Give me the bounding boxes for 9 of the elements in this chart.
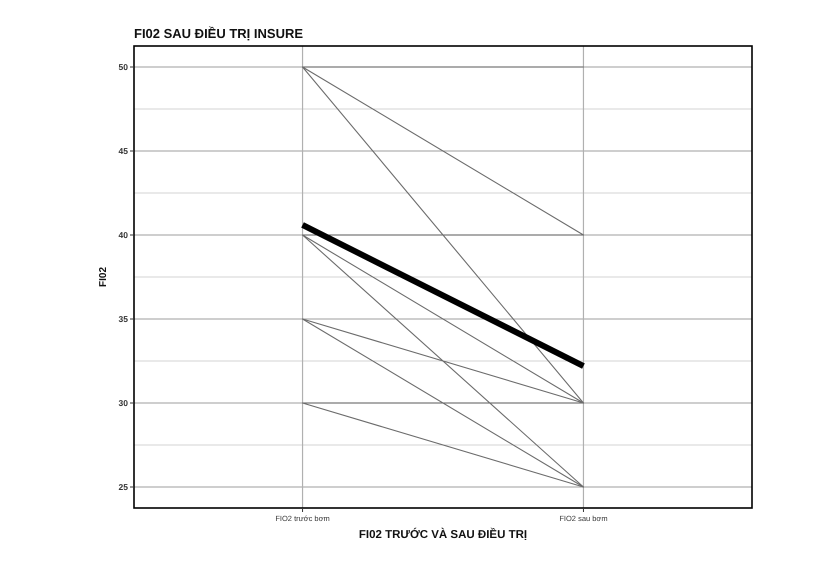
y-tick-label: 35 bbox=[118, 314, 128, 324]
y-tick-label: 50 bbox=[118, 62, 128, 72]
chart-title: FI02 SAU ĐIỀU TRỊ INSURE bbox=[134, 26, 304, 41]
y-tick-label: 40 bbox=[118, 230, 128, 240]
y-tick-label: 45 bbox=[118, 146, 128, 156]
y-tick-label: 25 bbox=[118, 482, 128, 492]
x-axis-title: FI02 TRƯỚC VÀ SAU ĐIỀU TRỊ bbox=[358, 527, 528, 541]
y-axis-title: FI02 bbox=[98, 266, 109, 288]
y-tick-label: 30 bbox=[118, 398, 128, 408]
